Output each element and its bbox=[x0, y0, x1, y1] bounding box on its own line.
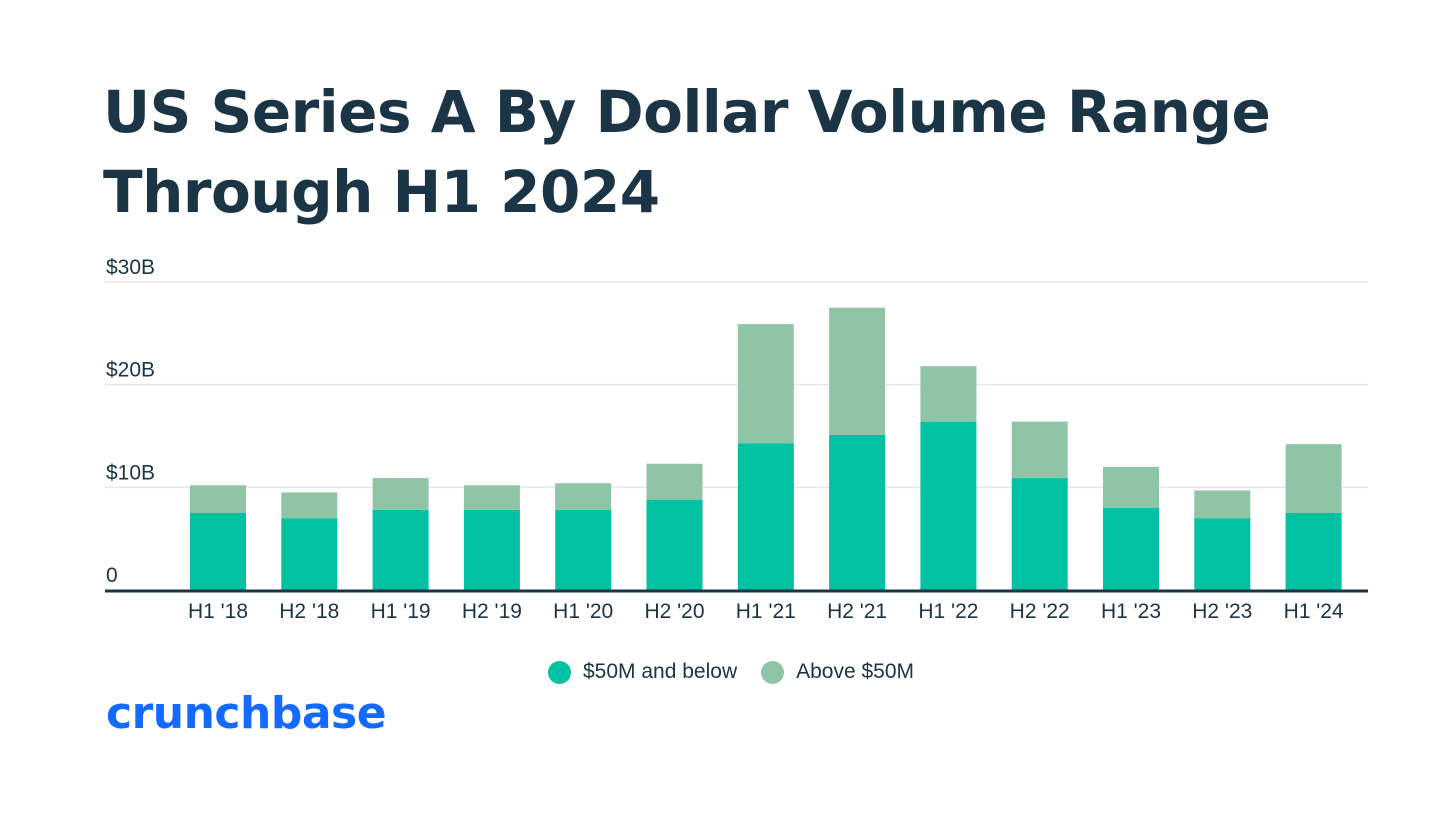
x-tick-label-6: H1 '21 bbox=[736, 600, 796, 623]
bar-above-50m-4 bbox=[555, 483, 612, 510]
legend-label-above-50m: Above $50M bbox=[796, 660, 915, 683]
bar-below-50m-2 bbox=[372, 509, 429, 590]
x-tick-label-2: H1 '19 bbox=[371, 600, 431, 623]
legend-label-below-50m: $50M and below bbox=[583, 660, 738, 683]
bar-above-50m-11 bbox=[1194, 490, 1251, 519]
bar-above-50m-6 bbox=[737, 324, 794, 444]
x-tick-label-5: H2 '20 bbox=[644, 600, 704, 623]
x-tick-label-10: H1 '23 bbox=[1101, 600, 1161, 623]
x-tick-label-4: H1 '20 bbox=[553, 600, 613, 623]
x-tick-label-12: H1 '24 bbox=[1284, 600, 1344, 623]
bar-below-50m-11 bbox=[1194, 518, 1251, 590]
bar-above-50m-9 bbox=[1011, 421, 1068, 479]
legend-swatch-below-50m bbox=[548, 660, 571, 684]
bar-above-50m-10 bbox=[1103, 466, 1159, 508]
bar-below-50m-10 bbox=[1103, 507, 1159, 590]
bar-above-50m-7 bbox=[829, 307, 886, 435]
bar-below-50m-7 bbox=[829, 434, 886, 590]
bar-above-50m-2 bbox=[372, 478, 429, 510]
bar-above-50m-3 bbox=[463, 485, 520, 510]
bar-below-50m-9 bbox=[1011, 478, 1068, 590]
bar-below-50m-8 bbox=[920, 421, 977, 590]
bar-below-50m-3 bbox=[463, 509, 520, 590]
y-tick-label-0: 0 bbox=[106, 564, 118, 587]
chart-title-line-2: Through H1 2024 bbox=[103, 158, 660, 226]
x-tick-label-0: H1 '18 bbox=[188, 600, 248, 623]
bar-below-50m-5 bbox=[646, 499, 703, 590]
x-tick-label-11: H2 '23 bbox=[1192, 600, 1252, 623]
bar-above-50m-1 bbox=[281, 492, 338, 519]
bar-below-50m-1 bbox=[281, 518, 338, 590]
chart-title-line-1: US Series A By Dollar Volume Range bbox=[103, 78, 1271, 146]
bar-below-50m-4 bbox=[555, 509, 612, 590]
bar-above-50m-8 bbox=[920, 366, 977, 422]
legend-item-below-50m: $50M and below bbox=[548, 660, 737, 684]
x-tick-label-1: H2 '18 bbox=[279, 600, 339, 623]
bar-below-50m-0 bbox=[190, 513, 246, 590]
chart-title: US Series A By Dollar Volume Range Throu… bbox=[103, 72, 1403, 232]
bar-below-50m-12 bbox=[1285, 513, 1342, 590]
y-tick-label-2: $20B bbox=[106, 359, 155, 382]
x-tick-label-9: H2 '22 bbox=[1010, 600, 1070, 623]
x-tick-label-8: H1 '22 bbox=[918, 600, 978, 623]
bar-above-50m-12 bbox=[1285, 444, 1342, 513]
bar-above-50m-0 bbox=[190, 485, 246, 513]
crunchbase-logo: crunchbase bbox=[106, 688, 387, 739]
legend-swatch-above-50m bbox=[761, 660, 785, 684]
bar-below-50m-6 bbox=[737, 443, 794, 590]
chart-legend: $50M and below Above $50M bbox=[548, 660, 938, 684]
x-tick-label-7: H2 '21 bbox=[827, 600, 887, 623]
legend-item-above-50m: Above $50M bbox=[761, 660, 914, 684]
bar-above-50m-5 bbox=[646, 463, 703, 500]
y-tick-label-3: $30B bbox=[106, 256, 155, 279]
x-tick-label-3: H2 '19 bbox=[462, 600, 522, 623]
y-tick-label-1: $10B bbox=[106, 461, 155, 484]
